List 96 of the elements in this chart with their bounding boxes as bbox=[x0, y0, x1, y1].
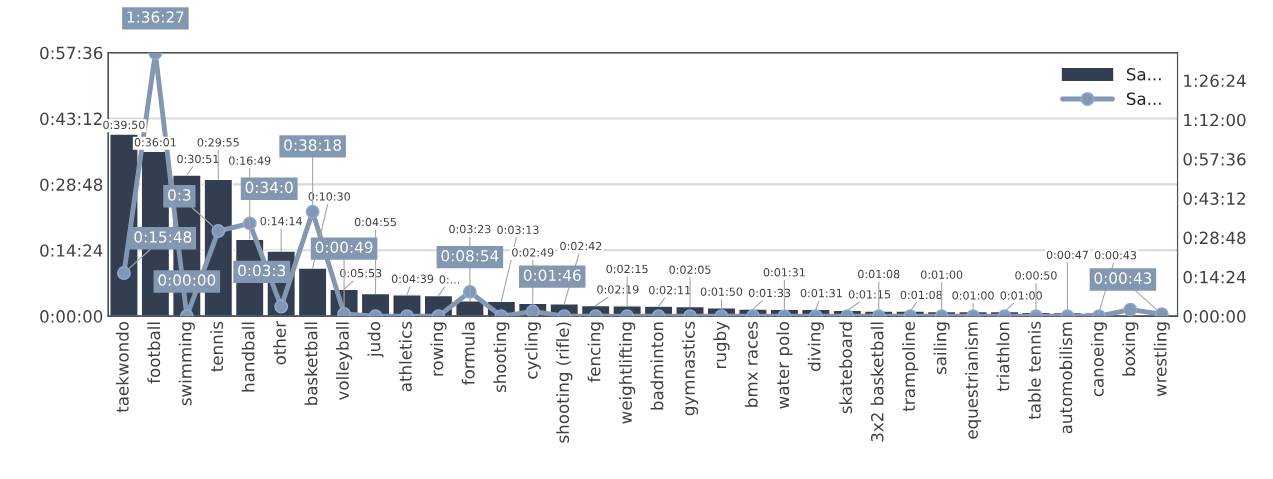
x-tick-label: swimming bbox=[178, 322, 195, 406]
data-label: 0:01:50 bbox=[700, 287, 743, 296]
y-tick-label: 0:57:36 bbox=[40, 46, 103, 60]
data-label: 0:01:31 bbox=[800, 288, 842, 298]
data-label: 0:10:30 bbox=[308, 192, 350, 201]
point bbox=[116, 266, 131, 280]
x-tick-label: volleyball bbox=[336, 322, 353, 400]
data-label: 0:01:00 bbox=[920, 270, 963, 279]
data-label: 0:34:0 bbox=[245, 181, 293, 194]
y2-tick-label: 0:28:48 bbox=[1183, 231, 1246, 245]
x-tick-label: automobilism bbox=[1059, 322, 1073, 434]
x-tick-label: triathlon bbox=[996, 322, 1010, 392]
data-label: 0:01:33 bbox=[748, 288, 791, 298]
y2-tick-label: 0:43:12 bbox=[1183, 192, 1245, 205]
x-tick-label: shooting bbox=[493, 322, 510, 393]
data-label: 0:39:50 bbox=[103, 120, 145, 130]
x-tick-label: diving bbox=[807, 322, 824, 371]
x-tick-label: water polo bbox=[776, 321, 793, 409]
x-tick-label: shooting (rifle) bbox=[556, 322, 573, 443]
data-label: 0:03:3 bbox=[238, 264, 286, 277]
x-tick-label: weightlifting bbox=[619, 322, 636, 424]
data-label: 0:29:55 bbox=[197, 138, 239, 147]
y2-tick-label: 1:12:00 bbox=[1184, 113, 1246, 127]
data-label: 0:00:43 bbox=[1094, 250, 1137, 260]
x-tick-label: skateboard bbox=[839, 322, 853, 414]
y-tick-label: 0:43:12 bbox=[40, 112, 102, 126]
data-label: 0:08:54 bbox=[441, 250, 499, 262]
data-label: 0:02:11 bbox=[649, 285, 691, 295]
data-label: 0:01:15 bbox=[848, 290, 890, 299]
x-tick-label: taekwondo bbox=[115, 321, 129, 413]
x-tick-label: handball bbox=[241, 322, 255, 392]
data-label: 0:00:43 bbox=[1094, 272, 1152, 284]
data-label: 0:01:31 bbox=[763, 268, 805, 277]
y2-tick-label: 0:14:24 bbox=[1183, 270, 1246, 284]
data-label: 0:02:42 bbox=[560, 241, 602, 251]
y-tick-label: 0:00:00 bbox=[40, 310, 103, 323]
data-label: 0:02:05 bbox=[669, 265, 711, 274]
data-label: 0:16:49 bbox=[229, 156, 271, 165]
x-tick-label: boxing bbox=[1122, 322, 1139, 376]
point bbox=[305, 204, 320, 219]
y-tick-label: 0:28:48 bbox=[40, 178, 103, 191]
x-tick-label: equestrianism bbox=[965, 322, 982, 439]
x-tick-label: rugby bbox=[713, 321, 730, 368]
x-tick-label: canoeing bbox=[1090, 322, 1107, 397]
x-tick-label: basketball bbox=[304, 322, 318, 405]
data-label: 0:04:39 bbox=[391, 274, 434, 283]
data-label: 0:03:23 bbox=[449, 224, 491, 234]
y2-tick-label: 0:00:00 bbox=[1183, 310, 1246, 323]
x-tick-label: gymnastics bbox=[681, 321, 699, 416]
x-tick-label: other bbox=[273, 321, 287, 365]
data-label: 0:30:51 bbox=[177, 154, 219, 164]
data-label: 0:3 bbox=[168, 189, 191, 201]
x-tick-label: judo bbox=[367, 321, 384, 358]
legend-label: Sa... bbox=[1126, 92, 1161, 106]
data-label: 0:01:46 bbox=[523, 269, 581, 282]
y-tick-label: 0:14:24 bbox=[40, 244, 103, 257]
x-tick-label: cycling bbox=[524, 322, 541, 379]
x-tick-label: formula bbox=[461, 322, 475, 385]
legend-label: Sa... bbox=[1126, 67, 1161, 81]
data-label: 0:01:00 bbox=[1000, 291, 1042, 300]
data-label: 0:15:48 bbox=[134, 231, 192, 243]
x-tick-label: tennis bbox=[210, 321, 224, 372]
point bbox=[211, 224, 226, 238]
x-tick-label: football bbox=[147, 322, 161, 384]
data-label: 0:... bbox=[439, 275, 460, 284]
data-label: 0:00:50 bbox=[1015, 271, 1057, 280]
data-label: 0:01:08 bbox=[858, 269, 900, 279]
data-label: 0:00:47 bbox=[1046, 250, 1088, 260]
data-label: 0:14:14 bbox=[260, 216, 302, 226]
x-tick-label: 3x2 basketball bbox=[870, 322, 884, 442]
x-tick-label: badminton bbox=[650, 322, 664, 410]
data-label: 0:02:49 bbox=[512, 248, 554, 257]
bar bbox=[297, 267, 328, 317]
x-tick-label: wrestling bbox=[1153, 322, 1170, 397]
data-label: 0:01:08 bbox=[900, 290, 942, 300]
x-tick-label: table tennis bbox=[1027, 321, 1041, 420]
y2-tick-label: 0:57:36 bbox=[1183, 153, 1246, 166]
data-label: 0:02:15 bbox=[606, 264, 648, 274]
data-label: 1:36:27 bbox=[127, 11, 184, 23]
data-label: 0:01:00 bbox=[952, 291, 994, 300]
x-tick-label: sailing bbox=[933, 322, 950, 375]
data-label: 0:03:13 bbox=[497, 225, 539, 234]
x-tick-label: trampoline bbox=[902, 321, 919, 412]
point bbox=[525, 304, 540, 317]
y2-tick-label: 1:26:24 bbox=[1184, 74, 1246, 88]
data-label: 0:00:00 bbox=[158, 274, 216, 286]
data-label: 0:00:49 bbox=[315, 241, 373, 254]
data-label: 0:02:19 bbox=[597, 285, 639, 294]
data-label: 0:36:01 bbox=[134, 138, 176, 147]
data-label: 0:38:18 bbox=[284, 139, 342, 151]
data-label: 0:05:53 bbox=[340, 268, 382, 278]
x-tick-label: fencing bbox=[587, 322, 604, 383]
x-tick-label: athletics bbox=[398, 321, 412, 392]
x-tick-label: bmx races bbox=[744, 321, 758, 407]
data-label: 0:04:55 bbox=[354, 217, 396, 227]
x-tick-label: rowing bbox=[430, 322, 447, 376]
